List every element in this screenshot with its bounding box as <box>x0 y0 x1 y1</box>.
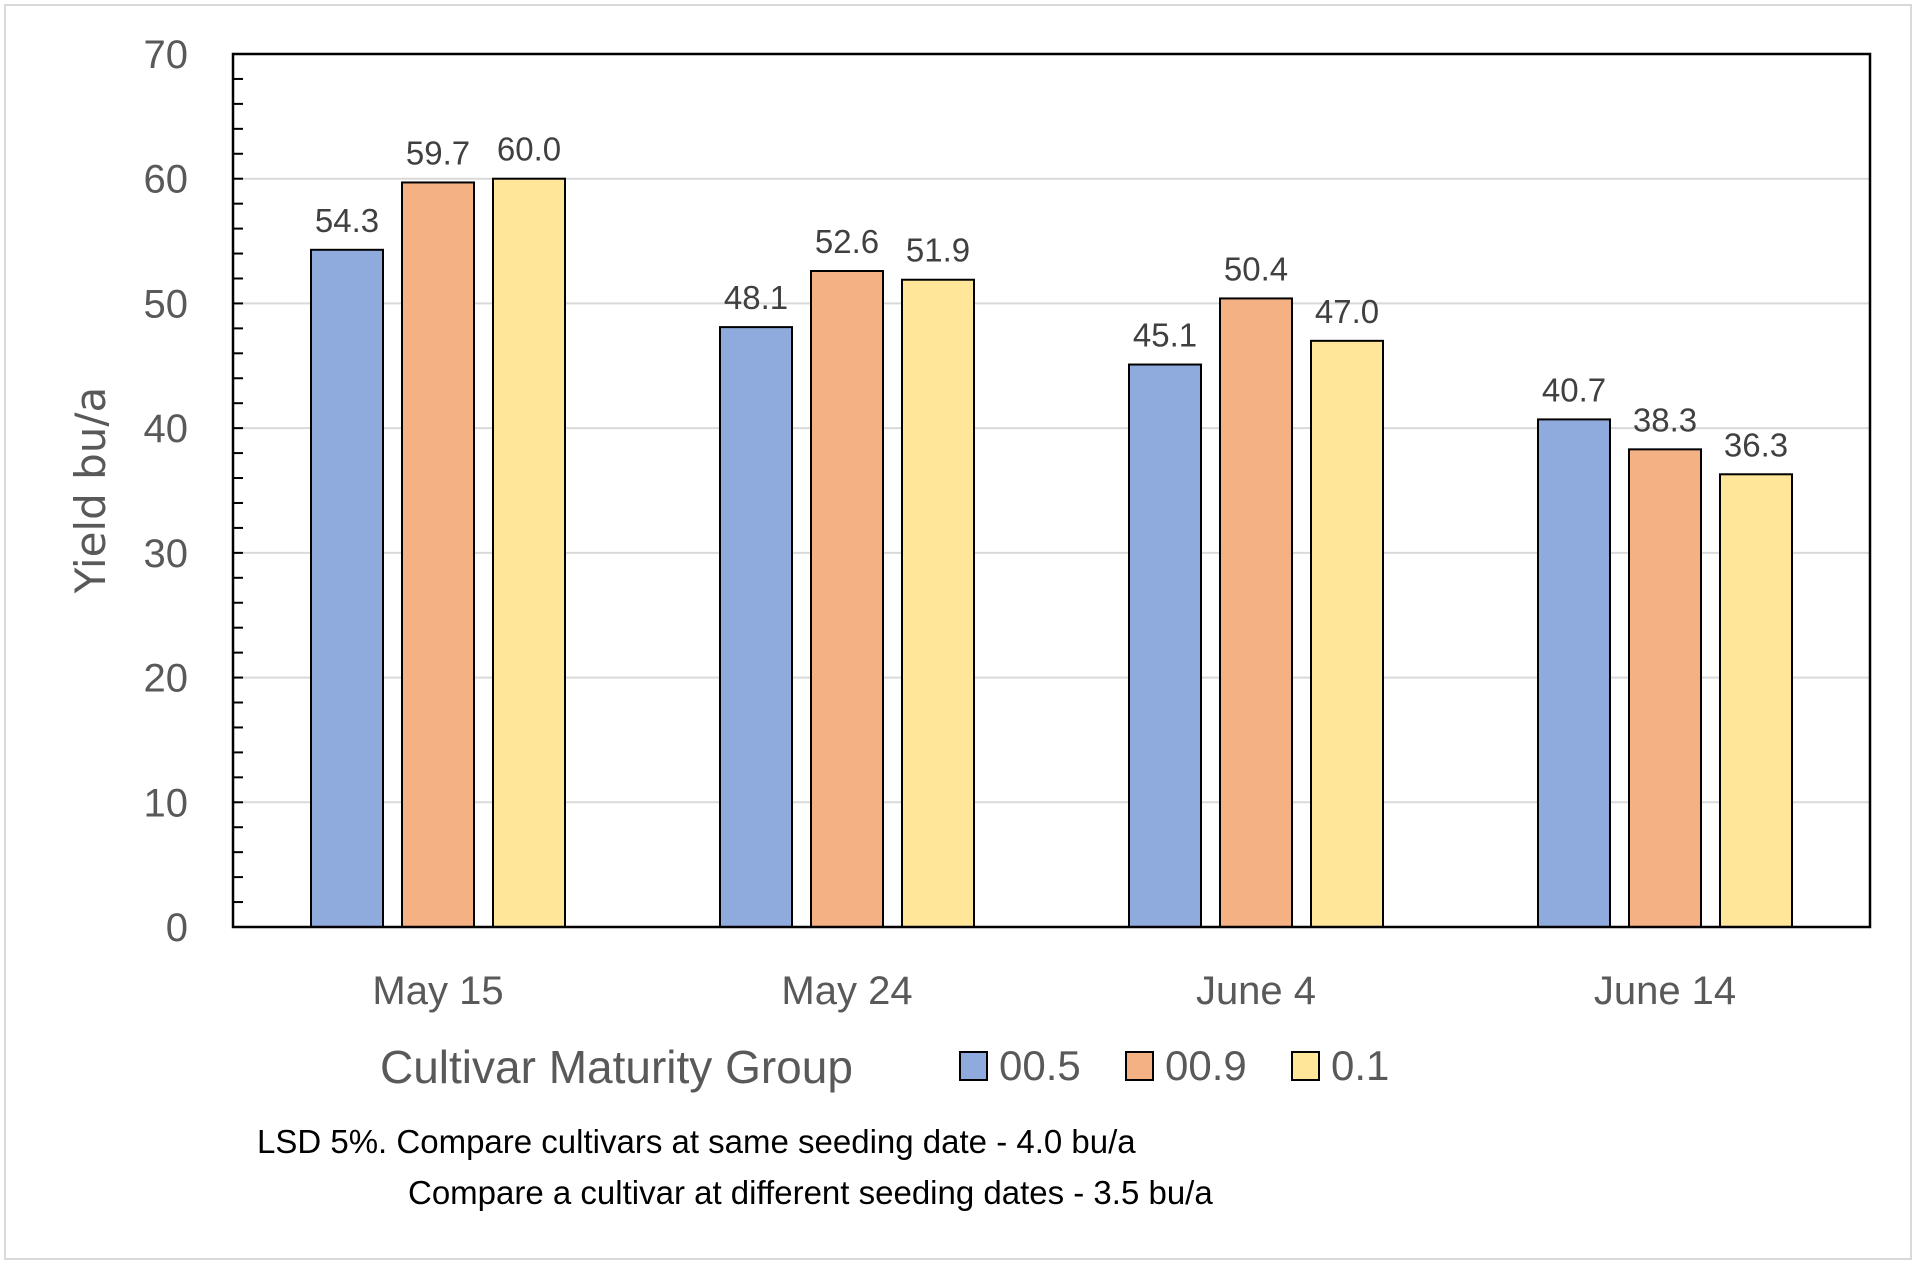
bar-0.1-2 <box>1310 339 1384 929</box>
y-tick-label: 30 <box>144 532 189 576</box>
legend-label: 0.1 <box>1331 1042 1389 1089</box>
bar-00.9-1 <box>810 270 884 928</box>
bar-00.5-2 <box>1128 363 1202 928</box>
y-tick-label: 20 <box>144 657 189 701</box>
data-label: 38.3 <box>1633 401 1697 438</box>
data-label: 36.3 <box>1724 426 1788 463</box>
legend-swatch-00.9 <box>1125 1051 1154 1081</box>
legend-swatch-00.5 <box>959 1051 988 1081</box>
data-label: 60.0 <box>497 131 561 168</box>
bar-0.1-0 <box>492 177 566 928</box>
x-tick-label: June 4 <box>1196 969 1316 1013</box>
legend-label: 00.9 <box>1165 1042 1247 1089</box>
y-tick-label: 40 <box>144 407 189 451</box>
y-tick-label: 50 <box>144 282 189 326</box>
data-label: 47.0 <box>1315 293 1379 330</box>
legend-title: Cultivar Maturity Group <box>380 1041 853 1093</box>
lsd-note-line-2: Compare a cultivar at different seeding … <box>408 1174 1213 1211</box>
x-tick-label: June 14 <box>1594 969 1736 1013</box>
data-label: 50.4 <box>1224 250 1288 287</box>
bar-00.9-2 <box>1219 297 1293 928</box>
bar-00.5-3 <box>1537 418 1611 928</box>
data-label: 48.1 <box>724 279 788 316</box>
bar-0.1-1 <box>901 278 975 928</box>
data-label: 52.6 <box>815 223 879 260</box>
y-axis-title: Yield bu/a <box>66 387 115 595</box>
y-tick-label: 70 <box>144 33 189 77</box>
bar-00.5-1 <box>719 326 793 929</box>
y-tick-label: 10 <box>144 781 189 825</box>
bar-0.1-3 <box>1719 473 1793 928</box>
chart-frame <box>4 4 1912 1260</box>
x-tick-label: May 15 <box>372 969 503 1013</box>
y-tick-label: 0 <box>166 906 188 950</box>
data-label: 51.9 <box>906 232 970 269</box>
data-label: 40.7 <box>1542 371 1606 408</box>
legend-label: 00.5 <box>999 1042 1081 1089</box>
legend-swatch-0.1 <box>1291 1051 1320 1081</box>
y-tick-label: 60 <box>144 158 189 202</box>
lsd-note-line-1: LSD 5%. Compare cultivars at same seedin… <box>257 1123 1136 1160</box>
x-tick-label: May 24 <box>781 969 912 1013</box>
data-label: 54.3 <box>315 202 379 239</box>
bar-00.9-3 <box>1628 448 1702 928</box>
data-label: 45.1 <box>1133 317 1197 354</box>
plot-area-border <box>231 52 1872 929</box>
data-label: 59.7 <box>406 134 470 171</box>
bar-00.5-0 <box>310 248 384 928</box>
bar-00.9-0 <box>401 181 475 929</box>
